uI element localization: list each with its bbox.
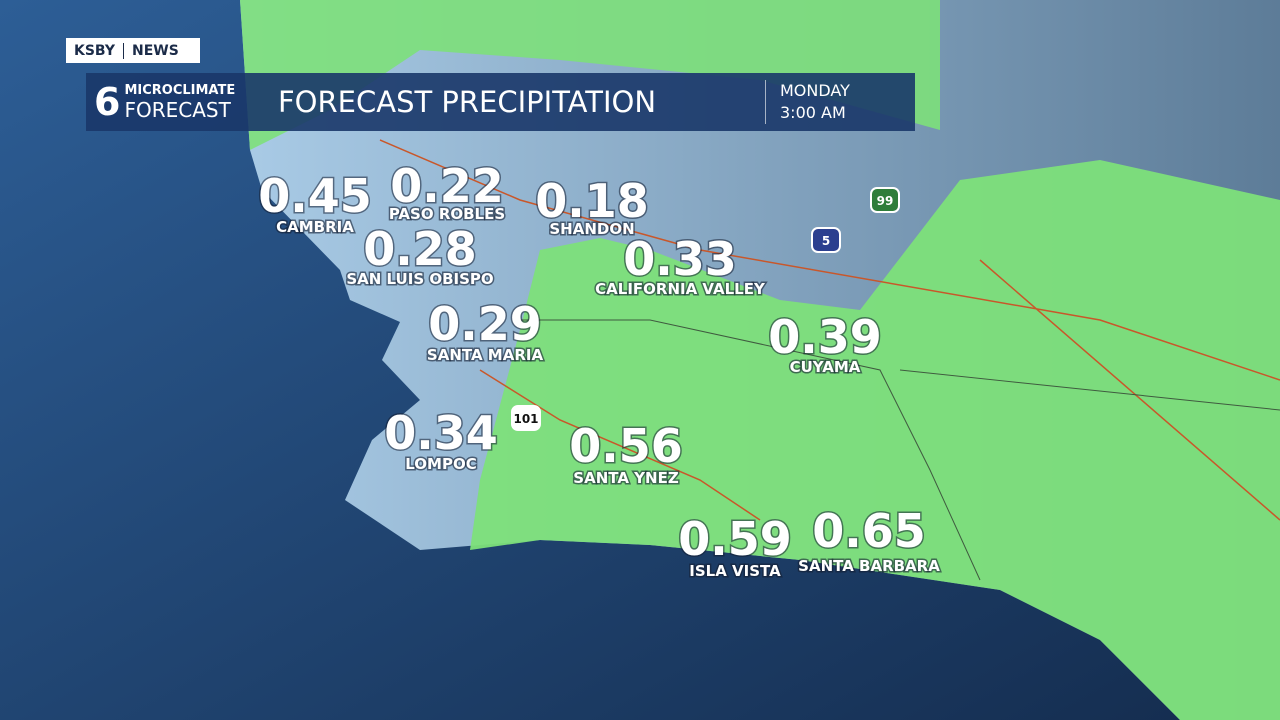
location-name: LOMPOC [405,455,476,473]
location-name: CALIFORNIA VALLEY [595,280,766,298]
highway-shield [811,227,841,253]
location-name: SANTA YNEZ [573,469,679,487]
station-brand: KSBY NEWS [66,38,200,63]
precip-value: 0.56 [569,419,683,473]
precip-value: 0.18 [535,174,649,228]
time: 3:00 AM [780,103,846,122]
highway-shield [870,187,900,213]
logo-mark: 6 [94,80,121,124]
precip-value: 0.65 [812,504,926,558]
location-name: SANTA MARIA [427,346,544,364]
precip-value: 0.59 [678,512,792,566]
precip-value: 0.28 [363,222,477,276]
day: MONDAY [780,81,850,100]
precip-value: 0.33 [623,232,737,286]
highway-shield [511,405,541,431]
road [379,139,1280,521]
location-name: CAMBRIA [276,218,354,236]
logo-bottom: FORECAST [124,97,231,122]
location-name: CUYAMA [790,358,861,376]
precip-value: 0.45 [258,169,372,223]
logo: 6 MICROCLIMATE FORECAST [86,80,264,124]
divider [122,42,124,59]
location-name: SHANDON [549,220,634,238]
logo-text: MICROCLIMATE FORECAST [124,83,235,122]
title: FORECAST PRECIPITATION [278,85,657,119]
precip-value: 0.22 [390,159,504,213]
shield-number: 101 [513,412,538,426]
county-line [520,319,1280,581]
precip-value: 0.39 [768,310,882,364]
precip-value: 0.34 [384,406,498,460]
station: KSBY [74,42,115,59]
precip-value: 0.29 [428,297,542,351]
precip-area [240,0,940,150]
title-bar: 6 MICROCLIMATE FORECAST FORECAST PRECIPI… [86,73,915,131]
location-name: PASO ROBLES [389,205,505,223]
logo-top: MICROCLIMATE [124,82,236,98]
shield-number: 5 [822,234,830,248]
network: NEWS [131,42,179,59]
valid-time: MONDAY 3:00 AM [765,80,915,124]
location-name: SANTA BARBARA [798,557,940,575]
location-name: SAN LUIS OBISPO [346,270,493,288]
shield-number: 99 [877,194,894,208]
precip-area [470,160,1280,720]
location-name: ISLA VISTA [689,562,781,580]
